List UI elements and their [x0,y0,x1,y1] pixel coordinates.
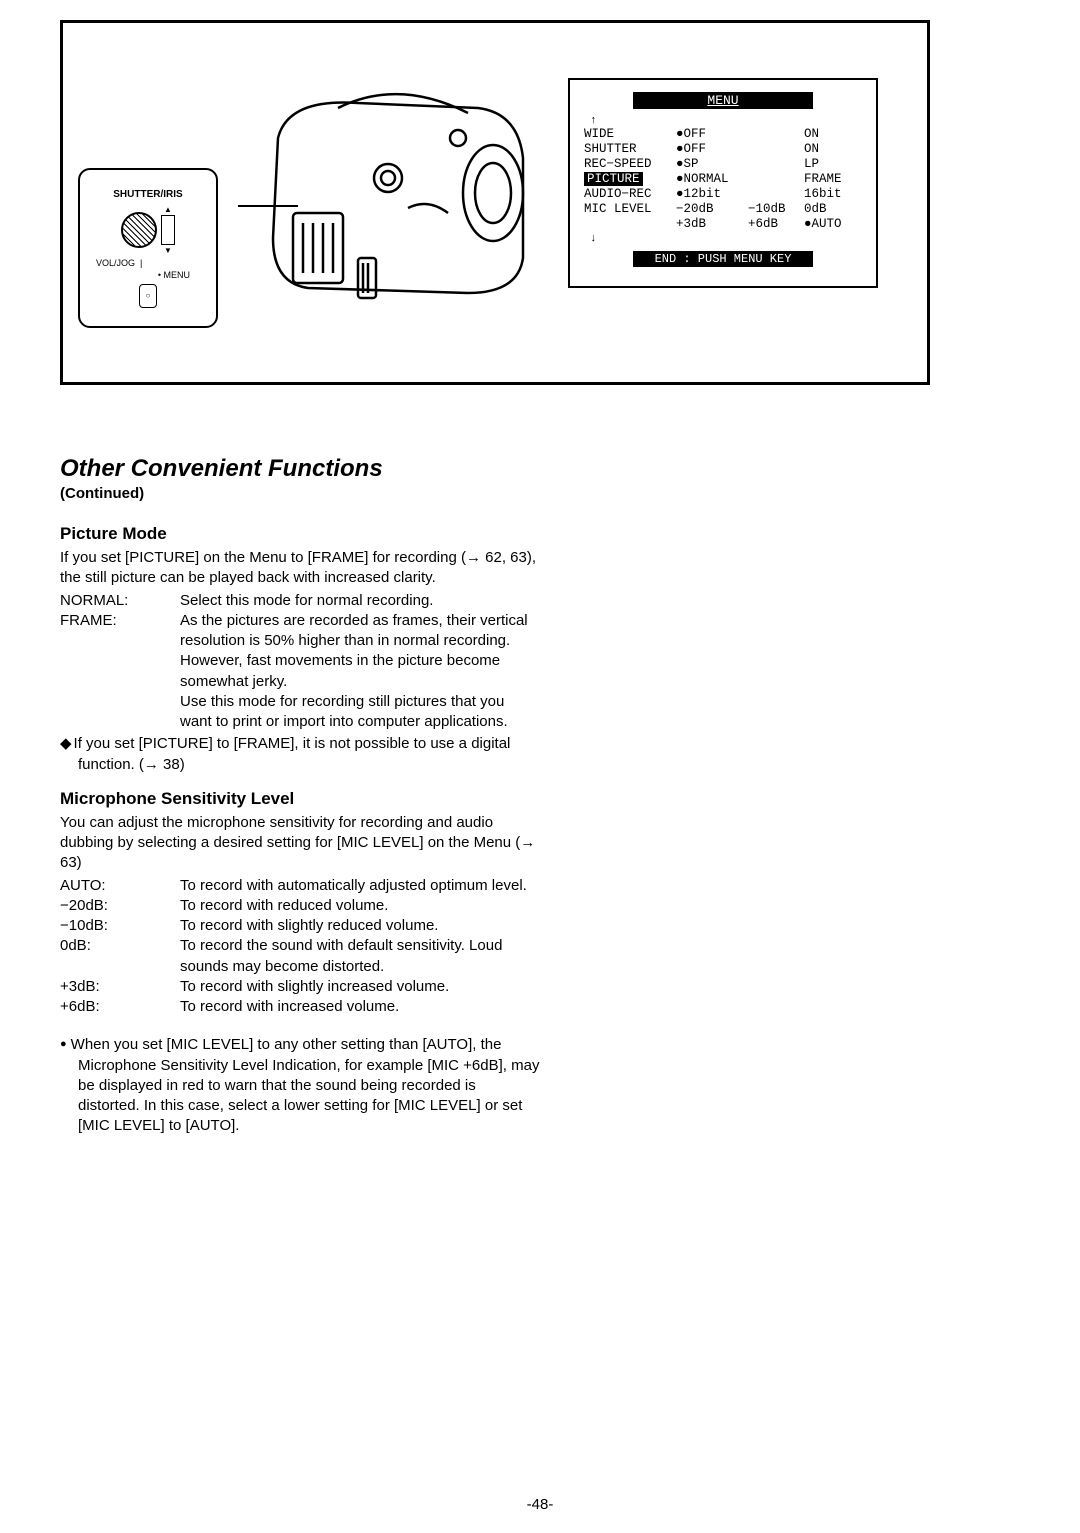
picture-mode-heading: Picture Mode [60,524,540,544]
vol-jog-label: VOL/JOG | [96,258,142,268]
diagram-frame: SHUTTER/IRIS VOL/JOG | • MENU ○ [60,20,930,385]
definition-term: FRAME: [60,611,180,733]
mic-level-definitions: AUTO:To record with automatically adjust… [60,876,540,1018]
definition-term: +3dB: [60,977,180,997]
menu-row: +3dB+6dB●AUTO [584,217,862,231]
definition-term: AUTO: [60,876,180,896]
picture-mode-note: If you set [PICTURE] to [FRAME], it is n… [60,734,540,775]
definition-desc: To record with slightly increased volume… [180,977,540,997]
definition-row: AUTO:To record with automatically adjust… [60,876,540,896]
shutter-iris-label: SHUTTER/IRIS [113,189,182,200]
definition-desc: To record with increased volume. [180,997,540,1017]
mic-level-intro: You can adjust the microphone sensitivit… [60,813,540,874]
content-section: Other Convenient Functions (Continued) P… [60,455,540,1137]
diamond-icon [60,735,74,752]
menu-screen: MENU WIDE●OFFONSHUTTER●OFFONREC−SPEED●SP… [568,78,878,288]
menu-footer: END : PUSH MENU KEY [633,251,813,267]
section-title: Other Convenient Functions [60,455,540,483]
picture-mode-definitions: NORMAL:Select this mode for normal recor… [60,591,540,733]
definition-desc: Select this mode for normal recording. [180,591,540,611]
page-number: -48- [527,1496,554,1513]
scroll-down-icon [590,233,862,245]
selector-icon [161,215,175,245]
menu-button-icon: ○ [139,284,157,308]
bullet-icon [60,1036,71,1053]
definition-term: 0dB: [60,936,180,977]
definition-desc: To record the sound with default sensiti… [180,936,540,977]
definition-desc: To record with reduced volume. [180,896,540,916]
menu-row: MIC LEVEL −20dB−10dB0dB [584,202,862,216]
definition-row: 0dB:To record the sound with default sen… [60,936,540,977]
control-panel: SHUTTER/IRIS VOL/JOG | • MENU ○ [78,168,218,328]
definition-desc: To record with automatically adjusted op… [180,876,540,896]
menu-label: • MENU [158,270,190,280]
menu-row: WIDE●OFFON [584,127,862,141]
picture-mode-intro: If you set [PICTURE] on the Menu to [FRA… [60,548,540,589]
definition-row: NORMAL:Select this mode for normal recor… [60,591,540,611]
camcorder-illustration [238,58,548,328]
menu-row: AUDIO−REC●12bit16bit [584,187,862,201]
definition-term: −20dB: [60,896,180,916]
definition-row: +6dB:To record with increased volume. [60,997,540,1017]
definition-row: FRAME:As the pictures are recorded as fr… [60,611,540,733]
jog-dial-icon [121,212,157,248]
mic-level-note: When you set [MIC LEVEL] to any other se… [60,1035,540,1136]
menu-row: PICTURE●NORMALFRAME [584,172,862,186]
definition-row: −10dB:To record with slightly reduced vo… [60,916,540,936]
arrow-up-icon [164,204,172,215]
definition-term: +6dB: [60,997,180,1017]
continued-label: (Continued) [60,485,540,502]
menu-row: SHUTTER●OFFON [584,142,862,156]
definition-row: −20dB:To record with reduced volume. [60,896,540,916]
definition-term: −10dB: [60,916,180,936]
definition-row: +3dB:To record with slightly increased v… [60,977,540,997]
definition-term: NORMAL: [60,591,180,611]
definition-desc: As the pictures are recorded as frames, … [180,611,540,733]
scroll-up-icon [590,115,862,127]
menu-title: MENU [633,92,813,109]
mic-level-heading: Microphone Sensitivity Level [60,789,540,809]
definition-desc: To record with slightly reduced volume. [180,916,540,936]
arrow-down-icon [164,245,172,256]
menu-row: REC−SPEED●SPLP [584,157,862,171]
